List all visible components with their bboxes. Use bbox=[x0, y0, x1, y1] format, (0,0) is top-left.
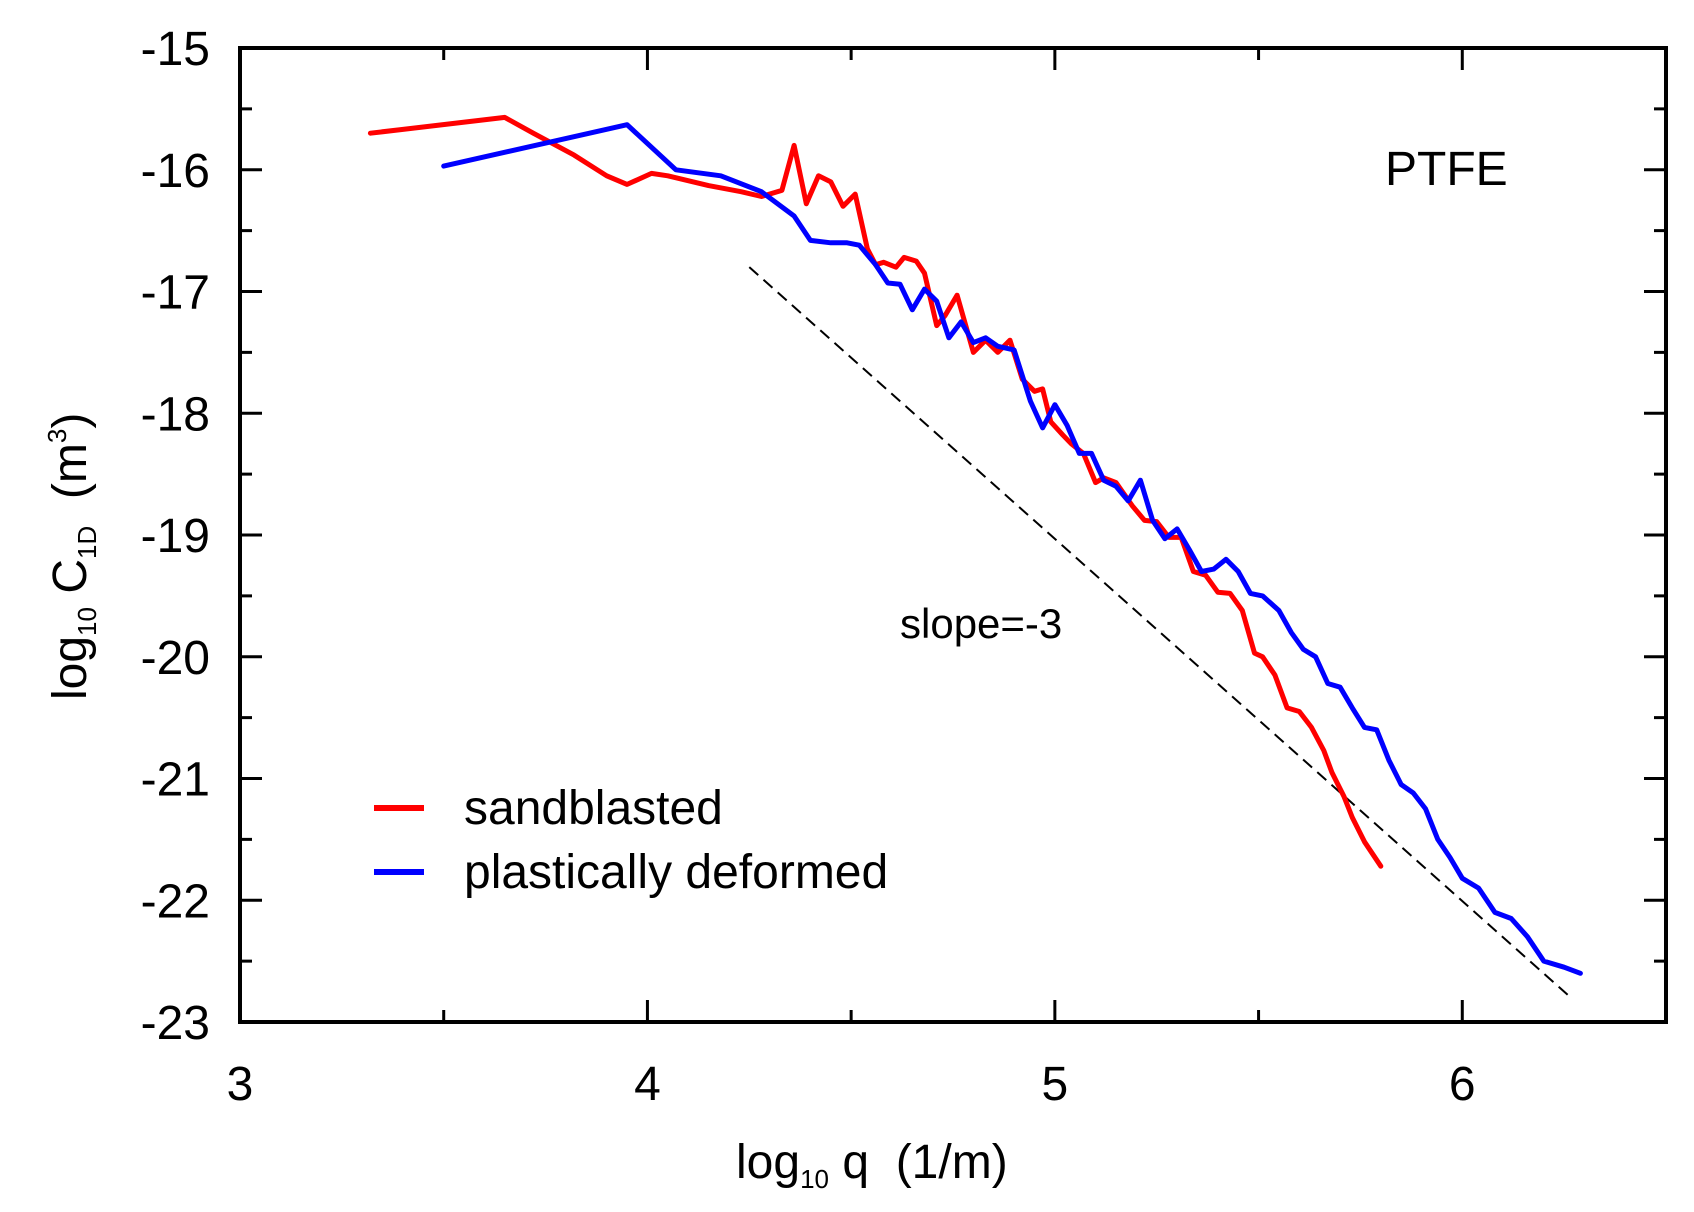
y-tick-label: -19 bbox=[141, 510, 210, 563]
x-tick-label: 6 bbox=[1449, 1058, 1476, 1111]
y-tick-label: -17 bbox=[141, 267, 210, 320]
y-axis-title-sup: 3 bbox=[42, 429, 72, 443]
y-tick-label: -18 bbox=[141, 388, 210, 441]
legend-label-sandblasted: sandblasted bbox=[464, 782, 723, 835]
y-tick-label: -21 bbox=[141, 754, 210, 807]
reference-line-slope bbox=[748, 266, 1569, 996]
y-tick-label: -15 bbox=[141, 23, 210, 76]
series-line-plastically-deformed bbox=[441, 122, 1583, 976]
series-layer bbox=[367, 114, 1583, 976]
reference-line-layer bbox=[748, 266, 1569, 996]
x-axis-title-suffix: q (1/m) bbox=[829, 1136, 1008, 1189]
y-axis-title-sub2: 1D bbox=[72, 526, 102, 559]
x-tick-label: 4 bbox=[634, 1058, 661, 1111]
y-axis-title: log10 C1D (m3) bbox=[42, 413, 102, 700]
series-line-sandblasted bbox=[367, 114, 1384, 869]
y-axis-title-mid: C bbox=[44, 559, 97, 607]
y-axis-title-close: ) bbox=[44, 413, 97, 429]
x-tick-label: 5 bbox=[1042, 1058, 1069, 1111]
axis-ticks: 3 4 5 6 -15 -16 -17 -18 -19 -20 -21 -22 -23 bbox=[141, 23, 1668, 1111]
slope-annotation: slope=-3 bbox=[900, 600, 1062, 647]
x-axis-title-prefix: log bbox=[736, 1136, 800, 1189]
x-axis-title: log10 q (1/m) bbox=[736, 1136, 1008, 1194]
y-tick-label: -16 bbox=[141, 145, 210, 198]
y-axis-title-suffix: (m bbox=[44, 443, 97, 526]
y-tick-label: -22 bbox=[141, 875, 210, 928]
x-tick-label: 3 bbox=[227, 1058, 254, 1111]
y-axis-title-prefix: log bbox=[44, 636, 97, 700]
legend-label-plastically-deformed: plastically deformed bbox=[464, 846, 888, 899]
legend: sandblasted plastically deformed bbox=[374, 782, 888, 899]
panel-label: PTFE bbox=[1385, 143, 1508, 196]
y-axis-title-sub: 10 bbox=[72, 607, 102, 636]
y-tick-label: -20 bbox=[141, 632, 210, 685]
x-axis-title-sub: 10 bbox=[800, 1164, 829, 1194]
y-tick-label: -23 bbox=[141, 997, 210, 1050]
